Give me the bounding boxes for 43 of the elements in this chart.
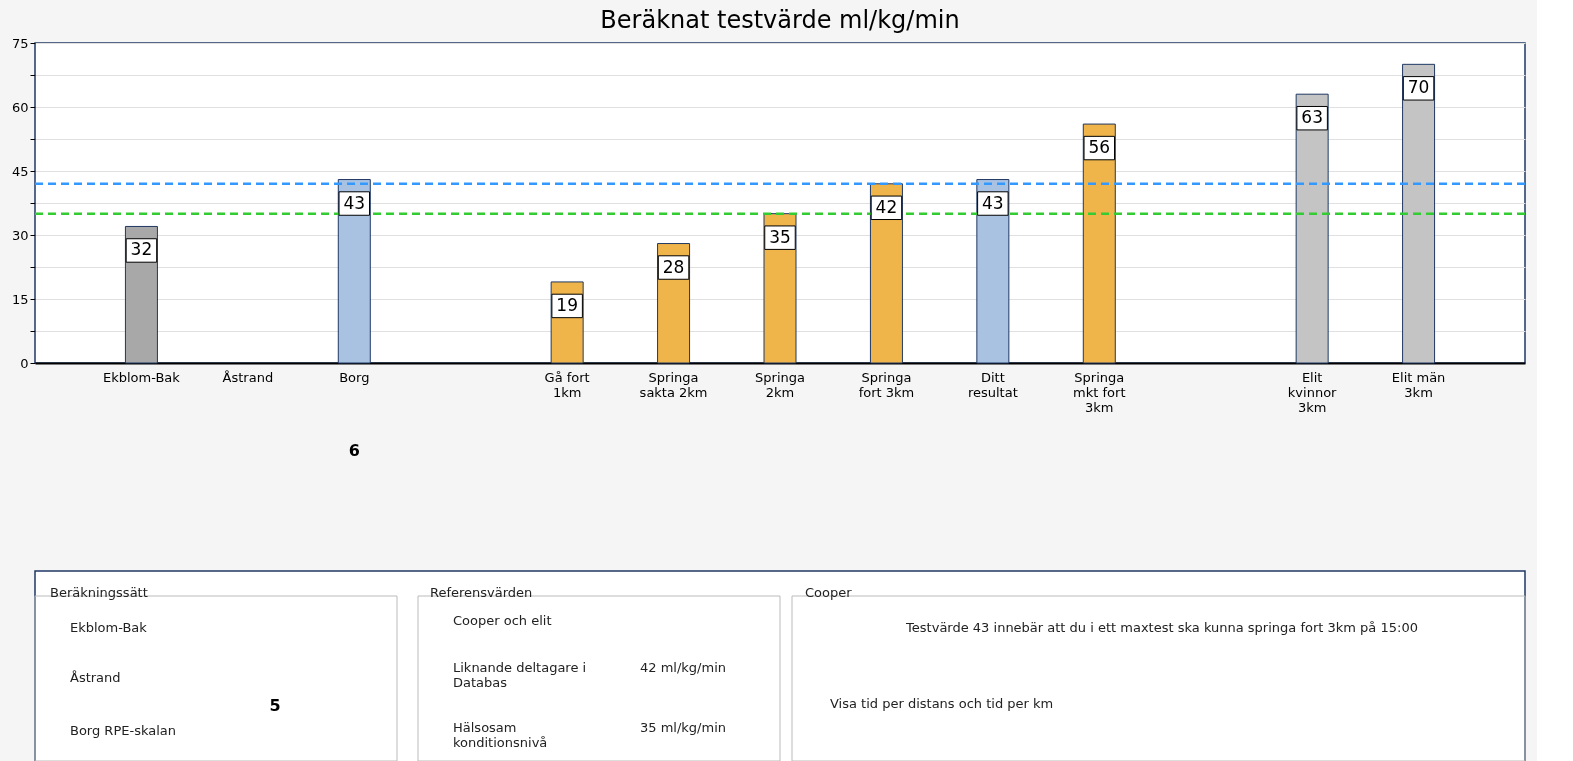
x-tick-label: Elit kvinnor 3km	[1287, 369, 1338, 415]
x-tick-label: Gå fort 1km	[544, 369, 590, 400]
data-label: 70	[1407, 77, 1430, 98]
y-tick-label: 0	[20, 355, 29, 371]
text: Liknande deltagare i Databas	[453, 660, 587, 690]
x-tick-label: Springa mkt fort 3km	[1073, 369, 1126, 415]
x-tick-label: Ditt resultat	[967, 369, 1018, 400]
data-label: 32	[130, 239, 153, 260]
x-tick-label: Elit män 3km	[1391, 369, 1446, 400]
x-tick-label: Ekblom-Bak	[102, 369, 181, 385]
text: 6	[348, 441, 360, 460]
text: Referensvärden	[430, 585, 533, 600]
text: Beräkningssätt	[50, 585, 148, 600]
x-tick-label: Åstrand	[222, 369, 274, 385]
x-tick-label: Springa sakta 2km	[639, 369, 708, 400]
y-tick-label: 45	[11, 163, 29, 179]
y-tick-label: 30	[11, 227, 29, 243]
data-label: 43	[343, 192, 366, 213]
x-tick-label: Borg	[339, 369, 370, 385]
data-label: 19	[556, 294, 578, 315]
data-label: 43	[982, 192, 1004, 213]
data-label: 28	[662, 256, 685, 277]
text: 35 ml/kg/min	[640, 720, 727, 735]
chart-title: Beräknat testvärde ml/kg/min	[600, 6, 960, 34]
text: Hälsosam konditionsnivå	[453, 720, 548, 750]
text: 42 ml/kg/min	[640, 660, 727, 675]
x-tick-label: Springa 2km	[755, 369, 805, 400]
y-tick-label: 60	[11, 99, 29, 115]
text: Testvärde 43 innebär att du i ett maxtest ska kunna springa fort 3km på 15:00	[905, 620, 1418, 635]
data-label: 35	[769, 226, 791, 247]
data-label: 56	[1088, 137, 1111, 158]
text: Ekblom-Bak	[70, 620, 148, 635]
y-tick-label: 75	[11, 35, 29, 51]
text: Visa tid per distans och tid per km	[830, 696, 1054, 711]
y-tick-label: 15	[11, 291, 29, 307]
text: Cooper	[805, 585, 853, 600]
data-label: 42	[875, 196, 898, 217]
text: 5	[269, 696, 281, 715]
data-label: 63	[1301, 107, 1323, 128]
text: Åstrand	[70, 670, 121, 685]
text: Cooper och elit	[453, 613, 552, 628]
x-tick-label: Springa fort 3km	[858, 369, 915, 400]
text: Borg RPE-skalan	[70, 723, 177, 738]
